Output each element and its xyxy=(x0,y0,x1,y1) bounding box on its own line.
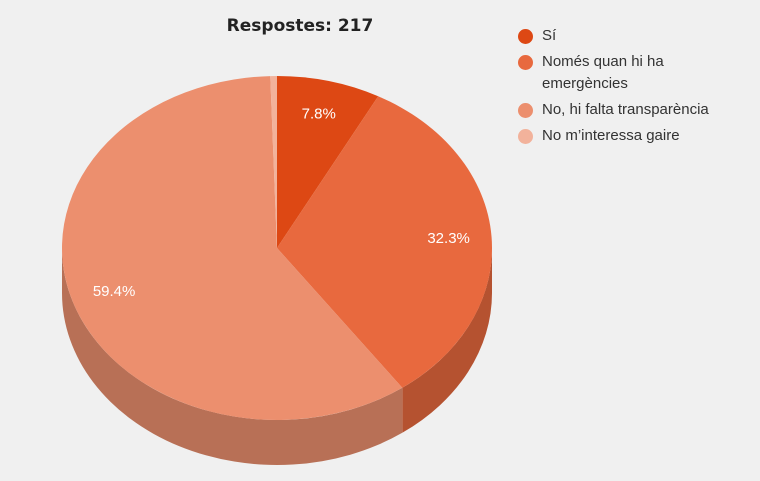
slice xyxy=(277,96,492,388)
legend-label: No, hi falta transparència xyxy=(542,101,709,118)
slice xyxy=(277,76,379,248)
slice-side xyxy=(402,248,492,433)
legend: Sí Només quan hi ha emergències No, hi fal… xyxy=(518,25,733,151)
legend-item: No m’interessa gaire xyxy=(518,125,733,147)
pie-labels: 7.8% 32.3% 59.4% xyxy=(93,105,470,300)
legend-item: Sí xyxy=(518,25,733,47)
legend-label: Només quan hi ha emergències xyxy=(542,53,664,92)
slice-label: 7.8% xyxy=(302,105,336,122)
legend-item: No, hi falta transparència xyxy=(518,99,733,121)
pie-tops xyxy=(61,76,492,420)
slice-label: 59.4% xyxy=(93,283,136,300)
legend-swatch xyxy=(518,55,533,70)
slice xyxy=(270,76,277,248)
legend-item: Només quan hi ha emergències xyxy=(518,51,733,95)
slice xyxy=(61,76,403,420)
chart-title: Respostes: 217 xyxy=(227,16,374,36)
legend-swatch xyxy=(518,129,533,144)
legend-swatch xyxy=(518,29,533,44)
slice-label: 32.3% xyxy=(427,230,470,247)
legend-label: No m’interessa gaire xyxy=(542,127,680,144)
slice-side xyxy=(61,248,403,465)
legend-label: Sí xyxy=(542,27,557,44)
pie-sides xyxy=(61,248,492,465)
legend-swatch xyxy=(518,103,533,118)
